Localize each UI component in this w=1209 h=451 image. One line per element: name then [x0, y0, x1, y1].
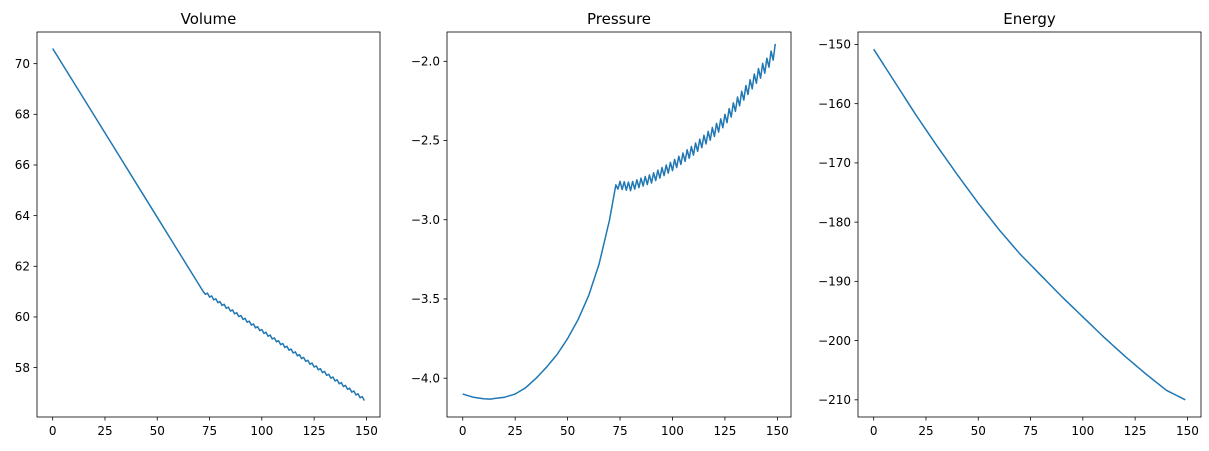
x-tick-label: 125	[1124, 424, 1147, 438]
y-tick-label: −180	[818, 215, 851, 229]
x-tick-label: 150	[766, 424, 789, 438]
x-tick-label: 50	[150, 424, 165, 438]
series-line	[462, 43, 777, 400]
axes-frame	[446, 31, 792, 418]
axes-frame	[36, 31, 381, 418]
x-tick-label: 75	[1023, 424, 1038, 438]
chart-title: Pressure	[587, 10, 651, 28]
y-tick-label: −3.5	[411, 292, 440, 306]
y-tick-label: −3.0	[411, 213, 440, 227]
y-tick-label: −170	[818, 156, 851, 170]
x-tick-label: 50	[560, 424, 575, 438]
x-tick-label: 100	[250, 424, 273, 438]
series-line	[52, 48, 365, 401]
y-tick-label: −200	[818, 334, 851, 348]
x-tick-label: 0	[459, 424, 467, 438]
x-tick-label: 25	[97, 424, 112, 438]
y-tick-label: −4.0	[411, 371, 440, 385]
x-tick-label: 100	[661, 424, 684, 438]
y-tick-label: 68	[15, 108, 30, 122]
x-tick-label: 0	[870, 424, 878, 438]
y-tick-label: 66	[15, 158, 30, 172]
chart-panel-volume: Volume 0 25 50 75 100 125 150 58 60 62 64 66 68 70	[15, 10, 381, 438]
x-tick-label: 125	[303, 424, 326, 438]
x-tick-label: 100	[1071, 424, 1094, 438]
x-tick-label: 25	[918, 424, 933, 438]
x-tick-label: 0	[49, 424, 57, 438]
x-tick-label: 150	[1176, 424, 1199, 438]
y-tick-label: 62	[15, 259, 30, 273]
y-tick-label: −210	[818, 393, 851, 407]
y-tick-label: −160	[818, 97, 851, 111]
y-tick-label: −190	[818, 275, 851, 289]
y-tick-label: −150	[818, 38, 851, 52]
chart-title: Energy	[1003, 10, 1056, 28]
x-tick-label: 125	[713, 424, 736, 438]
y-tick-label: 64	[15, 209, 30, 223]
x-tick-label: 150	[355, 424, 378, 438]
y-tick-label: 60	[15, 310, 30, 324]
y-tick-label: 58	[15, 361, 30, 375]
axes-frame	[857, 31, 1202, 418]
y-tick-label: 70	[15, 57, 30, 71]
x-tick-label: 50	[971, 424, 986, 438]
chart-panel-pressure: Pressure 0 25 50 75 100 125 150 −4.0 −3.5 −3.0 −2.5…	[411, 10, 792, 438]
x-tick-label: 75	[612, 424, 627, 438]
y-tick-label: −2.0	[411, 55, 440, 69]
chart-panel-energy: Energy 0 25 50 75 100 125 150 −210 −200 −190 −180 −1…	[818, 10, 1202, 438]
chart-title: Volume	[181, 10, 237, 28]
series-line	[873, 48, 1186, 401]
y-tick-label: −2.5	[411, 134, 440, 148]
x-tick-label: 75	[202, 424, 217, 438]
x-tick-label: 25	[508, 424, 523, 438]
